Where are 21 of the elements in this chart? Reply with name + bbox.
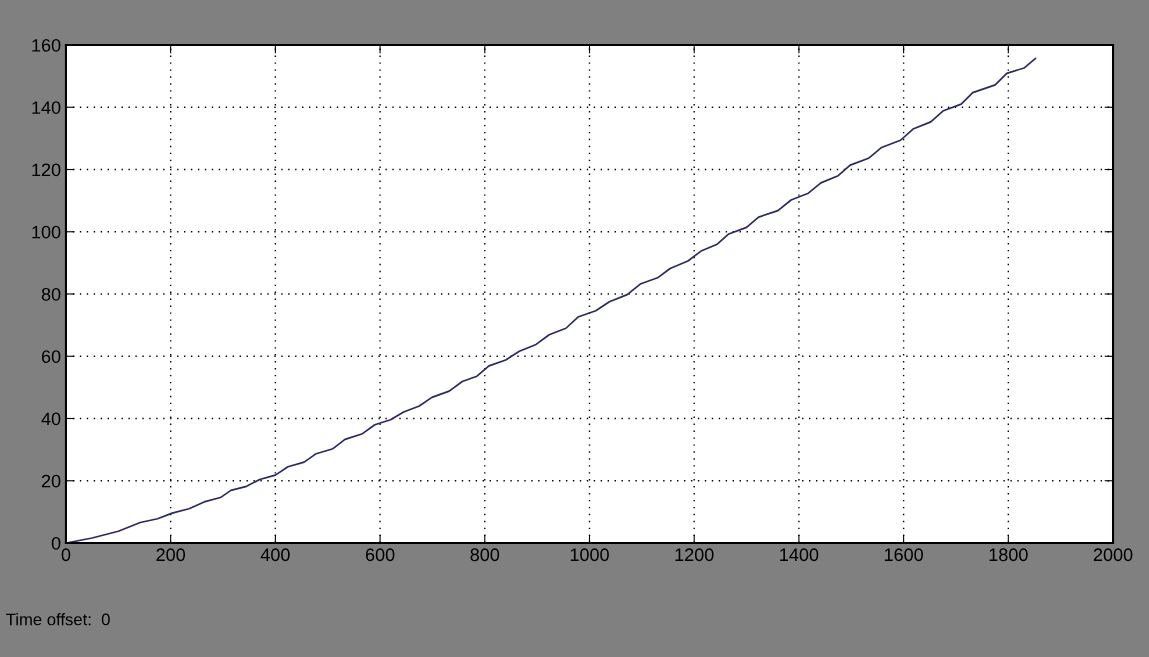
y-tick-label: 160: [32, 38, 61, 52]
x-tick-label: 2000: [1093, 548, 1133, 562]
y-tick-label: 80: [41, 287, 61, 301]
y-tick-label: 140: [32, 101, 61, 114]
y-tick-label: 120: [32, 163, 61, 177]
x-tick-label: 600: [365, 548, 395, 562]
x-tick-label: 1400: [780, 548, 819, 562]
x-tick-label: 200: [156, 548, 186, 562]
y-tick-label: 40: [41, 412, 61, 426]
y-tick-label: 100: [32, 225, 61, 239]
x-tick-label: 0: [61, 548, 71, 562]
x-tick-label: 1800: [989, 548, 1028, 562]
x-tick-label: 1200: [675, 548, 714, 562]
text: Time offset: 0: [6, 613, 110, 626]
y-tick-label: 20: [41, 474, 61, 488]
y-tick-label: 0: [51, 536, 61, 550]
x-tick-label: 1000: [570, 548, 609, 562]
x-tick-label: 800: [470, 548, 500, 562]
y-tick-label: 60: [41, 350, 61, 363]
x-tick-label: 400: [260, 548, 290, 562]
x-tick-label: 1600: [884, 548, 923, 562]
